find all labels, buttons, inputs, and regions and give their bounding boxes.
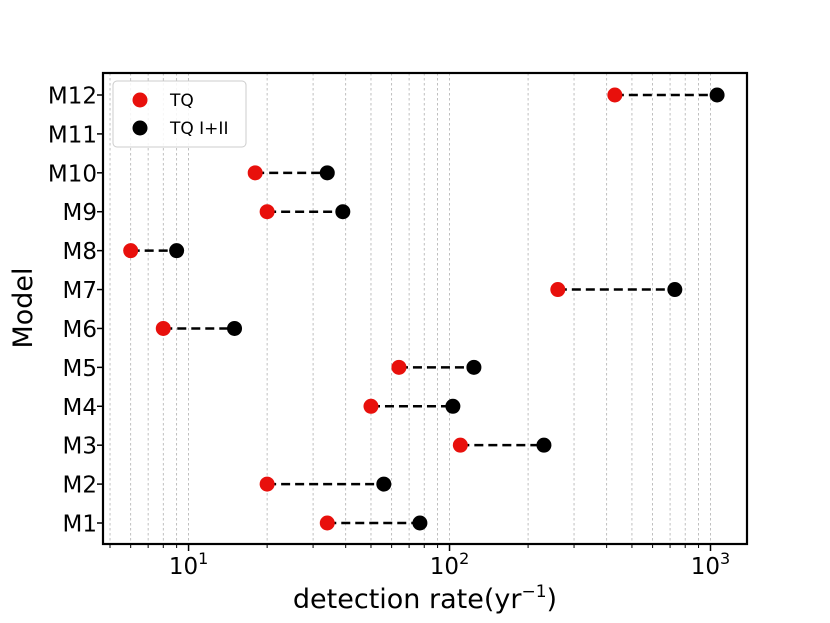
x-tick-label-exponent: 2 <box>459 549 469 568</box>
point-tq-i-ii-m12 <box>709 87 725 103</box>
x-axis-title-superscript: −1 <box>521 582 546 602</box>
legend-marker-tq <box>132 92 148 108</box>
x-axis-title: detection rate(yr−1) <box>293 582 557 615</box>
point-tq-m8 <box>123 243 139 259</box>
y-tick-label: M8 <box>63 239 97 265</box>
legend-label-tq: TQ <box>169 91 194 111</box>
legend-marker-tq-i-ii <box>132 120 148 136</box>
x-tick-label: 101 <box>169 549 208 580</box>
y-tick-label: M12 <box>48 84 97 110</box>
x-axis-title-close: ) <box>547 584 558 615</box>
point-tq-i-ii-m2 <box>376 476 392 492</box>
x-tick-label: 102 <box>430 549 469 580</box>
y-tick-label: M2 <box>63 473 97 499</box>
y-tick-label: M11 <box>48 122 97 148</box>
x-tick-label-base: 10 <box>691 554 720 580</box>
point-tq-i-ii-m6 <box>227 320 243 336</box>
grid-lines <box>109 73 711 544</box>
y-tick-label: M4 <box>63 395 97 421</box>
y-axis-title: Model <box>8 267 39 348</box>
connector-lines <box>130 93 718 525</box>
y-tick-label: M7 <box>63 278 97 304</box>
data-points <box>123 87 725 531</box>
point-tq-m1 <box>319 515 335 531</box>
y-tick-label: M6 <box>63 317 97 343</box>
point-tq-i-ii-m7 <box>667 282 683 298</box>
x-tick-label-exponent: 1 <box>198 549 208 568</box>
y-tick-label: M10 <box>48 161 97 187</box>
point-tq-m10 <box>247 165 263 181</box>
point-tq-m2 <box>259 476 275 492</box>
x-tick-label-exponent: 3 <box>720 549 730 568</box>
x-tick-label-base: 10 <box>169 554 198 580</box>
point-tq-i-ii-m4 <box>445 398 461 414</box>
x-tick-label-base: 10 <box>430 554 459 580</box>
legend-label-tq-i-ii: TQ I+II <box>169 119 228 139</box>
point-tq-m5 <box>391 359 407 375</box>
point-tq-m12 <box>607 87 623 103</box>
y-tick-label: M9 <box>63 200 97 226</box>
point-tq-i-ii-m3 <box>536 437 552 453</box>
y-tick-label: M3 <box>63 434 97 460</box>
point-tq-m7 <box>550 282 566 298</box>
x-tick-label: 103 <box>691 549 730 580</box>
point-tq-m6 <box>155 320 171 336</box>
plot-frame <box>101 71 749 546</box>
y-tick-label: M5 <box>63 356 97 382</box>
point-tq-i-ii-m10 <box>319 165 335 181</box>
point-tq-i-ii-m9 <box>335 204 351 220</box>
point-tq-i-ii-m1 <box>412 515 428 531</box>
point-tq-m3 <box>452 437 468 453</box>
point-tq-m4 <box>363 398 379 414</box>
point-tq-i-ii-m5 <box>466 359 482 375</box>
y-tick-label: M1 <box>63 512 97 538</box>
legend: TQ TQ I+II <box>112 80 247 148</box>
point-tq-m9 <box>259 204 275 220</box>
point-tq-i-ii-m8 <box>169 243 185 259</box>
